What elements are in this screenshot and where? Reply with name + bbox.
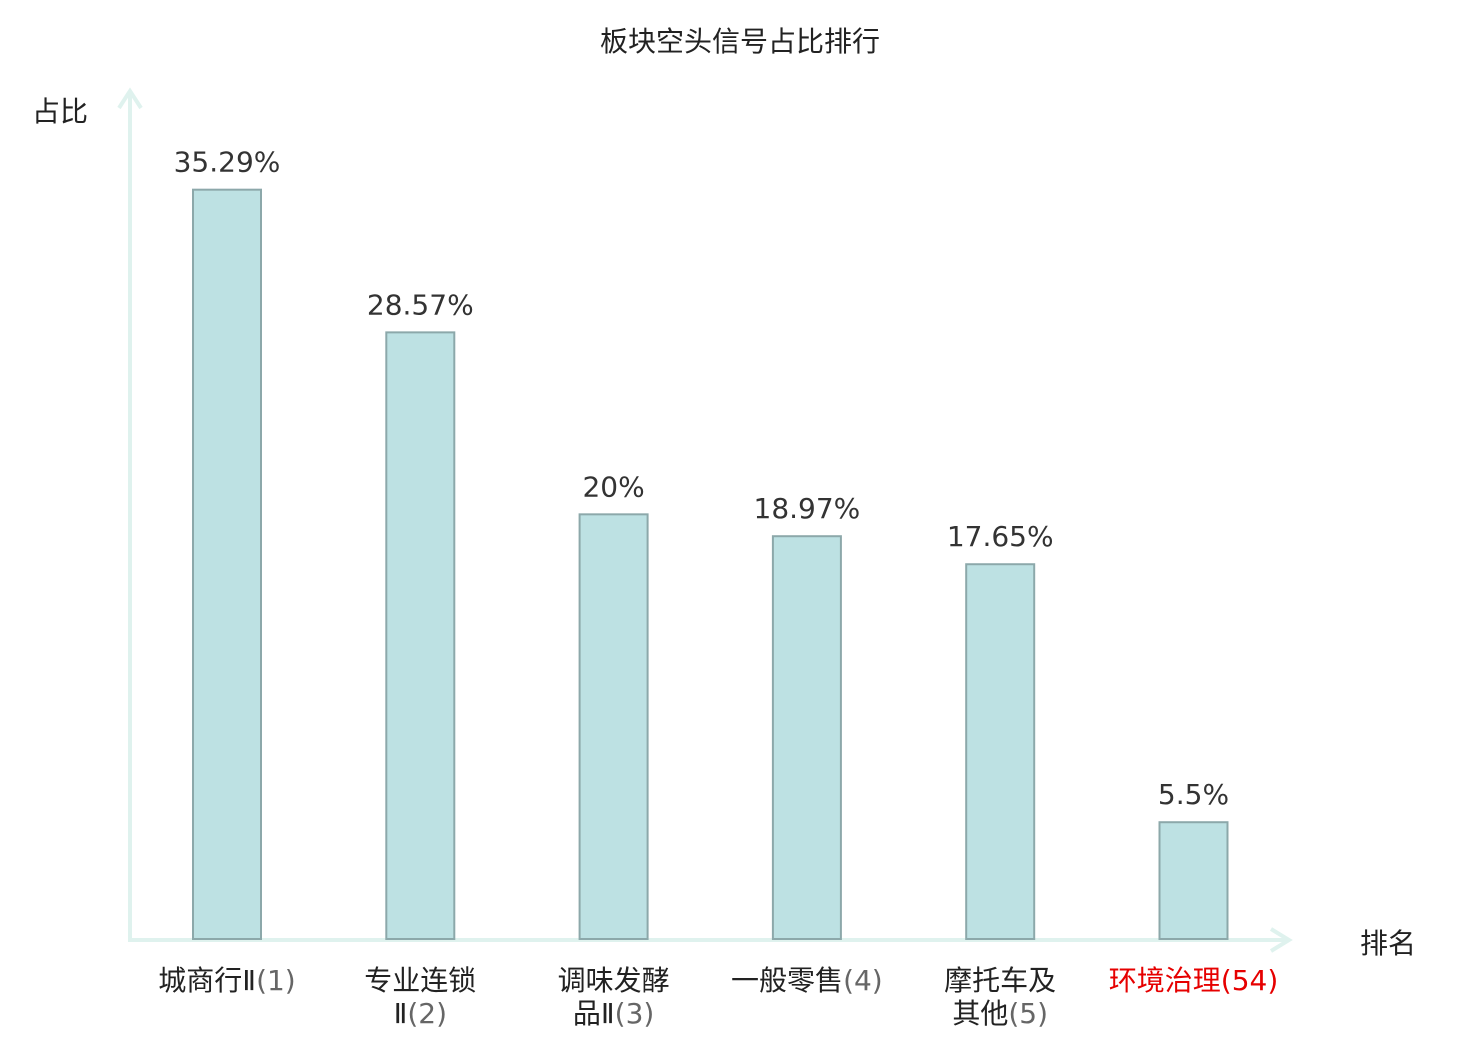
bar-4 <box>771 535 842 941</box>
bar-3 <box>578 513 649 941</box>
data-label-2: 28.57% <box>367 288 474 321</box>
y-axis-label: 占比 <box>32 95 89 128</box>
category-name: 城商行Ⅱ <box>158 964 257 997</box>
category-name: 其他 <box>952 997 1009 1030</box>
chart-title: 板块空头信号占比排行 <box>599 25 880 58</box>
category-name: 环境治理 <box>1108 964 1221 997</box>
bar-2 <box>385 331 456 940</box>
bar-1 <box>192 188 262 940</box>
category-label-4: 一般零售(4) <box>707 964 907 997</box>
category-label-6: 环境治理(54) <box>1094 964 1294 997</box>
data-label-1: 35.29% <box>174 146 281 179</box>
bars <box>192 188 1229 941</box>
category-label-3: 调味发酵 品Ⅱ(3) <box>514 964 714 1030</box>
y-axis-arrow <box>117 87 143 110</box>
category-rank: (5) <box>1008 997 1049 1030</box>
category-name: 品Ⅱ <box>572 997 615 1030</box>
category-name: Ⅱ <box>393 997 408 1030</box>
data-label-5: 17.65% <box>947 520 1054 553</box>
x-axis-arrow <box>1269 927 1293 953</box>
category-label-1: 城商行Ⅱ(1) <box>127 964 327 997</box>
data-label-4: 18.97% <box>754 492 861 525</box>
bar-6 <box>1158 821 1229 941</box>
value-labels: 35.29% 28.57% 20% 18.97% 17.65% 5.5% <box>174 146 1229 812</box>
bar-5 <box>965 563 1036 940</box>
category-name-line1: 专业连锁 <box>364 964 477 997</box>
data-label-3: 20% <box>582 470 644 503</box>
category-rank: (54) <box>1220 964 1279 997</box>
category-rank: (3) <box>614 997 655 1030</box>
category-rank: (2) <box>407 997 448 1030</box>
category-label-2: 专业连锁 Ⅱ(2) <box>320 964 520 1030</box>
category-name-line1: 调味发酵 <box>557 964 670 997</box>
category-rank: (4) <box>843 964 883 997</box>
axes <box>117 87 1293 953</box>
category-rank: (1) <box>256 964 296 997</box>
x-axis-label: 排名 <box>1360 927 1417 960</box>
category-label-5: 摩托车及 其他(5) <box>900 964 1100 1030</box>
category-name-line1: 摩托车及 <box>944 964 1057 997</box>
category-name: 一般零售 <box>731 964 844 997</box>
data-label-6: 5.5% <box>1158 778 1229 811</box>
